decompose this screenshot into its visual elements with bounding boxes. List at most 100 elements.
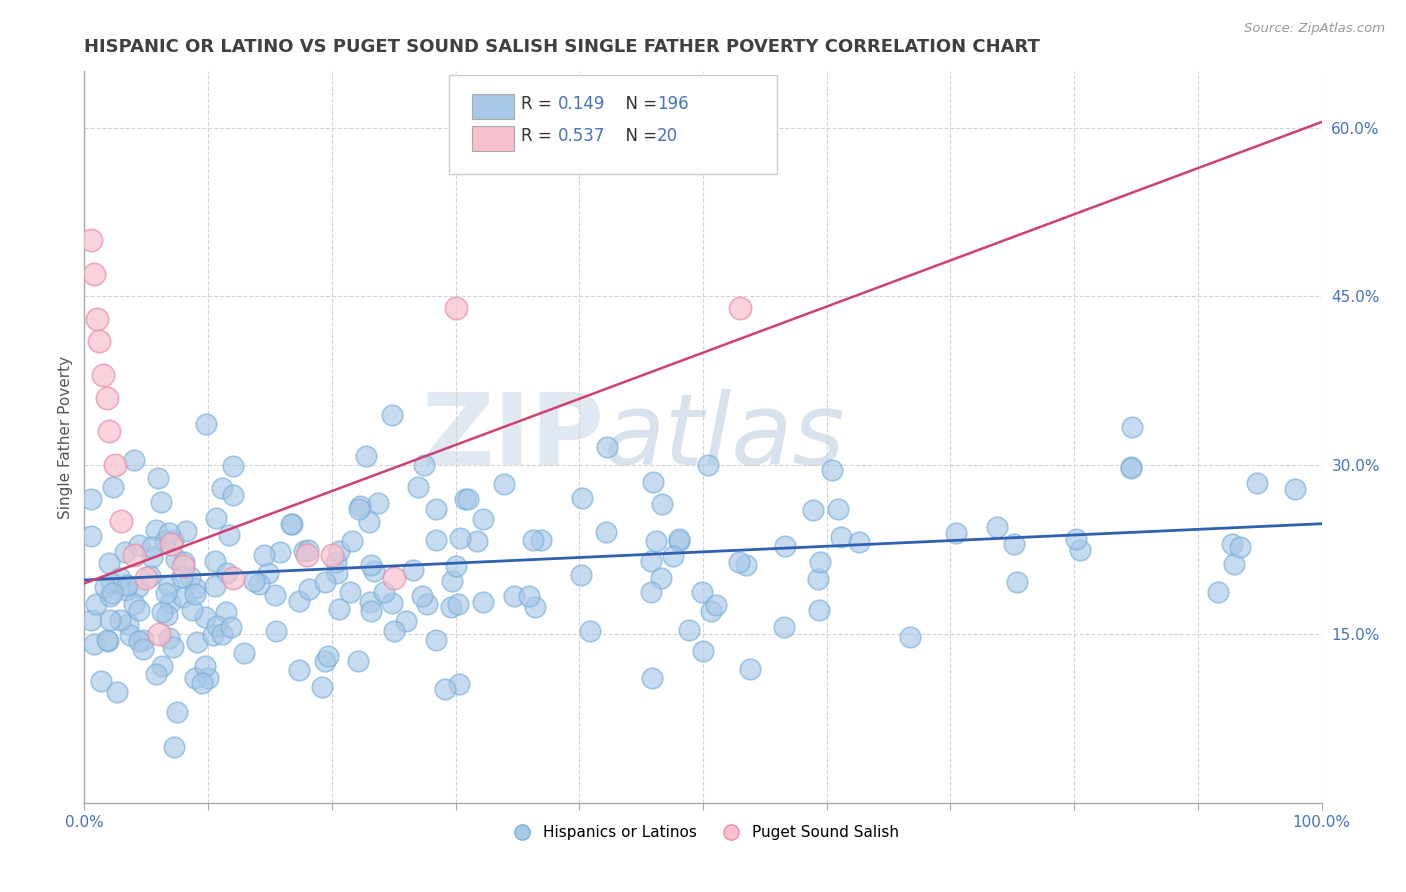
Point xyxy=(425,533,447,547)
Point xyxy=(503,589,526,603)
Point xyxy=(1069,542,1091,557)
Point xyxy=(311,680,333,694)
Text: R =: R = xyxy=(522,128,557,145)
Point xyxy=(79,613,101,627)
Point xyxy=(773,620,796,634)
Point xyxy=(898,630,921,644)
Point xyxy=(281,517,304,532)
Point xyxy=(690,584,713,599)
Point xyxy=(569,568,592,582)
Point xyxy=(205,619,228,633)
Point xyxy=(668,532,690,546)
Point xyxy=(425,502,447,516)
Point xyxy=(132,633,155,648)
Point xyxy=(132,642,155,657)
Point xyxy=(382,571,405,585)
FancyBboxPatch shape xyxy=(450,75,778,174)
Point xyxy=(325,555,347,569)
Point xyxy=(821,463,844,477)
Point xyxy=(120,628,142,642)
FancyBboxPatch shape xyxy=(471,94,513,119)
Point xyxy=(162,533,184,547)
Point xyxy=(945,525,967,540)
Point xyxy=(471,512,494,526)
Point xyxy=(91,368,114,383)
Point xyxy=(406,480,429,494)
Point xyxy=(465,533,488,548)
Legend: Hispanics or Latinos, Puget Sound Salish: Hispanics or Latinos, Puget Sound Salish xyxy=(501,819,905,847)
Point xyxy=(1208,585,1230,599)
Point xyxy=(413,458,436,473)
Point xyxy=(447,597,470,611)
Y-axis label: Single Father Poverty: Single Father Poverty xyxy=(58,356,73,518)
Point xyxy=(97,633,120,648)
Point xyxy=(218,528,240,542)
Point xyxy=(1119,460,1142,475)
Text: ZIP: ZIP xyxy=(422,389,605,485)
Point xyxy=(346,654,368,668)
Point xyxy=(173,555,195,569)
Point xyxy=(89,334,111,349)
Point xyxy=(197,671,219,685)
Point xyxy=(105,684,128,698)
Point xyxy=(232,646,254,660)
Point xyxy=(808,555,831,569)
Point xyxy=(145,524,167,538)
Point xyxy=(367,496,389,510)
Point xyxy=(157,579,180,593)
Point xyxy=(172,591,194,605)
Point xyxy=(204,554,226,568)
Point xyxy=(156,608,179,623)
Point xyxy=(122,548,145,562)
Point xyxy=(247,577,270,591)
Point xyxy=(114,544,136,558)
Point xyxy=(122,453,145,467)
Point xyxy=(108,613,131,627)
Point xyxy=(1121,420,1143,434)
Point xyxy=(114,582,136,597)
Point xyxy=(339,584,361,599)
Point xyxy=(359,595,381,609)
Point xyxy=(215,605,238,619)
Point xyxy=(697,458,720,473)
Point xyxy=(678,624,700,638)
Point xyxy=(253,548,276,562)
Point xyxy=(110,515,132,529)
Point xyxy=(172,570,194,584)
Point xyxy=(221,459,243,474)
Point xyxy=(157,525,180,540)
Point xyxy=(447,677,470,691)
Point xyxy=(325,566,347,580)
Text: HISPANIC OR LATINO VS PUGET SOUND SALISH SINGLE FATHER POVERTY CORRELATION CHART: HISPANIC OR LATINO VS PUGET SOUND SALISH… xyxy=(84,38,1040,56)
Point xyxy=(704,598,727,612)
Point xyxy=(382,624,405,639)
Point xyxy=(104,458,127,473)
Point xyxy=(94,580,117,594)
Point xyxy=(155,586,177,600)
Point xyxy=(298,582,321,596)
Point xyxy=(150,495,173,509)
Text: Source: ZipAtlas.com: Source: ZipAtlas.com xyxy=(1244,22,1385,36)
Point xyxy=(98,613,121,627)
Point xyxy=(692,644,714,658)
Point xyxy=(179,570,201,584)
Point xyxy=(160,537,183,551)
Point xyxy=(84,597,107,611)
Point xyxy=(100,575,122,590)
Point xyxy=(83,267,105,281)
Point xyxy=(571,491,593,506)
Point xyxy=(359,515,381,529)
Point xyxy=(211,481,233,495)
Text: R =: R = xyxy=(522,95,557,113)
Point xyxy=(523,600,546,615)
Point xyxy=(194,610,217,624)
Point xyxy=(150,605,173,619)
Point xyxy=(205,511,228,525)
Point xyxy=(643,475,665,490)
Point xyxy=(86,312,108,326)
Point xyxy=(98,589,121,603)
Point xyxy=(264,624,287,638)
Point xyxy=(280,517,302,532)
Point xyxy=(79,233,101,247)
Point xyxy=(222,571,245,585)
